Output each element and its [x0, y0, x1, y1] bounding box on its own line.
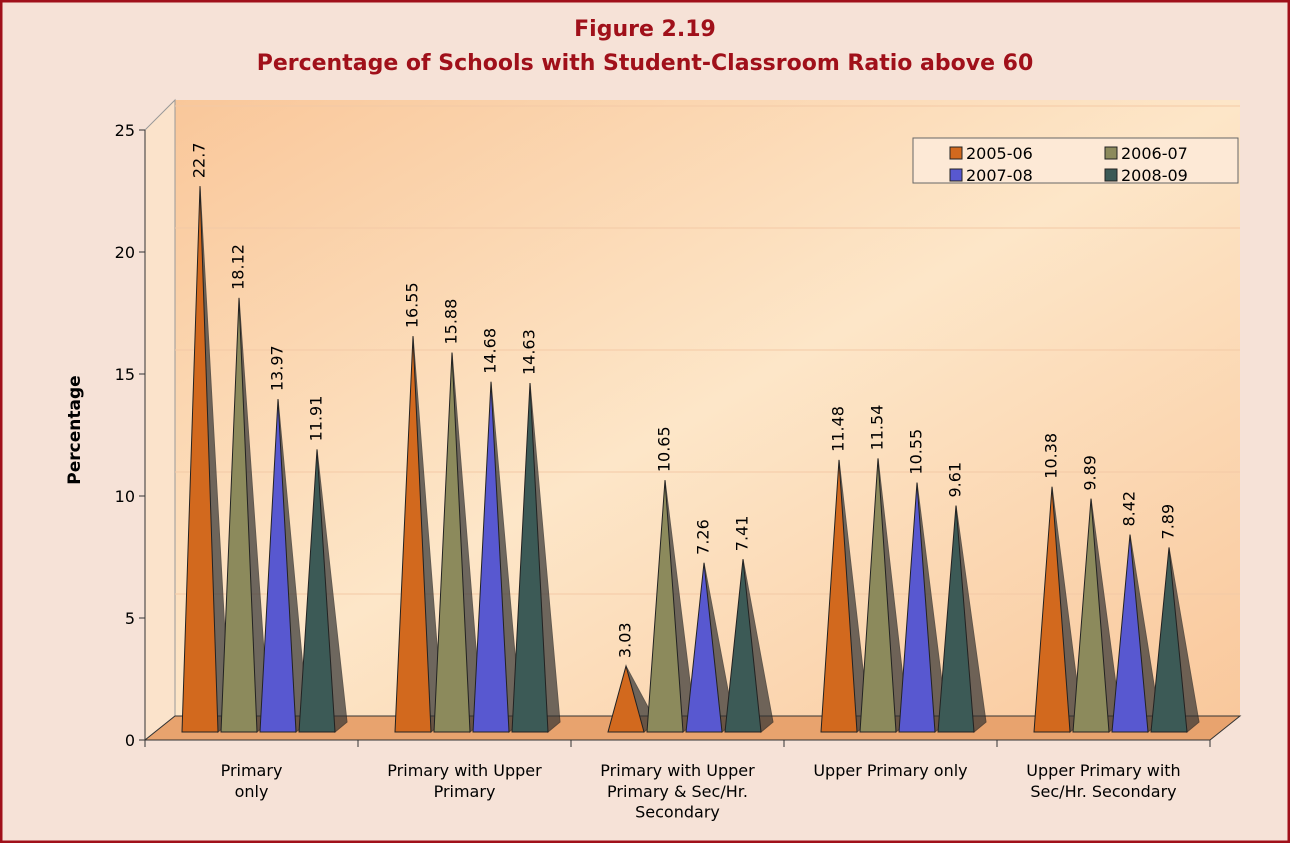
data-label: 22.7 [190, 142, 209, 178]
legend-swatch [949, 168, 963, 182]
bar-face [259, 399, 297, 733]
bar [511, 382, 561, 734]
data-label: 15.88 [442, 299, 461, 345]
legend-swatch [1104, 146, 1118, 160]
y-tick-label: 0 [125, 731, 135, 750]
data-label: 7.26 [694, 519, 713, 555]
x-tick-label: Primary only [221, 761, 283, 801]
bar [1150, 547, 1200, 733]
data-label: 16.55 [403, 282, 422, 328]
side-wall [144, 98, 176, 742]
x-tick-label: Upper Primary with Sec/Hr. Secondary [1026, 761, 1180, 801]
bar-face [1111, 534, 1149, 733]
data-label: 7.89 [1159, 504, 1178, 540]
y-tick-label: 15 [115, 365, 135, 384]
bar-face [394, 336, 432, 733]
bar-face [1033, 486, 1071, 733]
data-label: 10.65 [655, 426, 674, 472]
data-label: 7.41 [733, 516, 752, 552]
y-tick-label: 5 [125, 609, 135, 628]
data-label: 18.12 [229, 244, 248, 290]
data-label: 11.54 [868, 405, 887, 451]
legend-label: 2006-07 [1121, 144, 1188, 163]
bar-face [472, 381, 510, 733]
x-tick-label: Upper Primary only [813, 761, 967, 780]
legend-label: 2008-09 [1121, 166, 1188, 185]
bar-face [685, 562, 723, 733]
bar [433, 352, 483, 734]
bar-face [724, 559, 762, 733]
y-tick-label: 25 [115, 121, 135, 140]
bar-face [859, 458, 897, 733]
y-tick-label: 10 [115, 487, 135, 506]
bar [1111, 534, 1161, 733]
legend-swatch [1104, 168, 1118, 182]
legend-label: 2005-06 [966, 144, 1033, 163]
bar [937, 505, 987, 734]
bar-face [298, 449, 336, 733]
data-label: 11.48 [829, 406, 848, 452]
data-label: 14.68 [481, 328, 500, 374]
chart-subtitle: Percentage of Schools with Student-Class… [257, 51, 1034, 76]
x-tick-label: Primary with Upper Primary [387, 761, 542, 801]
bar [724, 559, 774, 733]
chart-title: Figure 2.19 [574, 17, 716, 42]
data-label: 9.89 [1081, 455, 1100, 491]
legend-swatch [949, 146, 963, 160]
x-tick-label: Primary with Upper Primary & Sec/Hr. Secon… [600, 761, 755, 822]
y-tick-label: 20 [115, 243, 135, 262]
bar [259, 399, 309, 734]
bar [685, 562, 735, 733]
data-label: 11.91 [307, 396, 326, 442]
bar-face [898, 482, 936, 733]
legend-box [912, 137, 1239, 184]
bar-face [1150, 547, 1188, 733]
data-label: 10.38 [1042, 433, 1061, 479]
bar-face [433, 352, 471, 733]
legend-label: 2007-08 [966, 166, 1033, 185]
y-axis-label: Percentage [65, 375, 85, 484]
bar-face [646, 480, 684, 733]
bar-face [1072, 498, 1110, 733]
data-label: 14.63 [520, 329, 539, 375]
bar [298, 449, 348, 734]
bar-face [511, 383, 549, 733]
data-label: 8.42 [1120, 491, 1139, 527]
bar-face [820, 459, 858, 733]
bar-face [607, 664, 645, 733]
bar [394, 336, 444, 734]
data-label: 9.61 [946, 462, 965, 498]
data-label: 13.97 [268, 345, 287, 391]
data-label: 10.55 [907, 429, 926, 475]
bar [1033, 486, 1083, 734]
bar-face [181, 186, 219, 733]
bar-face [937, 505, 975, 733]
back-wall [175, 100, 1240, 716]
data-label: 3.03 [616, 622, 635, 658]
bar-face [220, 297, 258, 733]
